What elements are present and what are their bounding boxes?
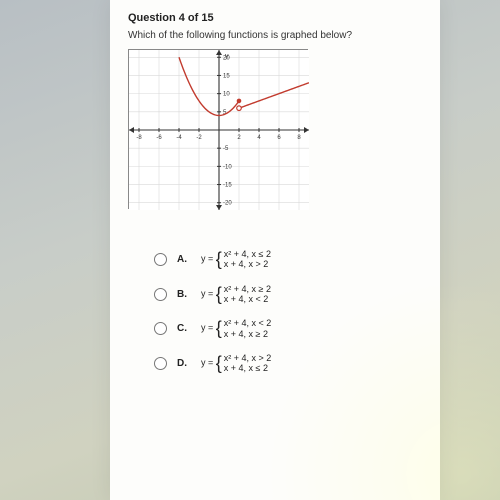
- options-list: A. y = {x² + 4, x ≤ 2x + 4, x > 2 B. y = {x…: [128, 249, 422, 374]
- svg-text:10: 10: [223, 92, 230, 98]
- svg-text:y: y: [225, 53, 229, 60]
- graph-svg: -8-6-4-22468-20-15-10-55101520y: [129, 50, 309, 210]
- radio-icon[interactable]: [154, 322, 167, 335]
- option-row[interactable]: D. y = {x² + 4, x > 2x + 4, x ≤ 2: [154, 353, 422, 374]
- radio-icon[interactable]: [154, 357, 167, 370]
- svg-text:-5: -5: [223, 146, 229, 152]
- svg-text:-8: -8: [136, 135, 142, 141]
- svg-text:-20: -20: [223, 201, 232, 207]
- option-math: y = {x² + 4, x ≤ 2x + 4, x > 2: [201, 249, 271, 270]
- option-row[interactable]: C. y = {x² + 4, x < 2x + 4, x ≥ 2: [154, 318, 422, 339]
- svg-text:-4: -4: [176, 135, 182, 141]
- question-sheet: Question 4 of 15 Which of the following …: [110, 0, 440, 500]
- question-counter: Question 4 of 15: [128, 12, 422, 24]
- option-letter: C.: [177, 323, 191, 334]
- svg-text:-6: -6: [156, 135, 162, 141]
- svg-text:15: 15: [223, 73, 230, 79]
- option-math: y = {x² + 4, x > 2x + 4, x ≤ 2: [201, 353, 271, 374]
- radio-icon[interactable]: [154, 253, 167, 266]
- svg-text:-2: -2: [196, 135, 202, 141]
- option-row[interactable]: A. y = {x² + 4, x ≤ 2x + 4, x > 2: [154, 249, 422, 270]
- option-math: y = {x² + 4, x < 2x + 4, x ≥ 2: [201, 318, 271, 339]
- option-row[interactable]: B. y = {x² + 4, x ≥ 2x + 4, x < 2: [154, 284, 422, 305]
- svg-text:-15: -15: [223, 183, 232, 189]
- option-letter: A.: [177, 254, 191, 265]
- function-graph: -8-6-4-22468-20-15-10-55101520y: [128, 49, 308, 209]
- option-letter: D.: [177, 358, 191, 369]
- radio-icon[interactable]: [154, 288, 167, 301]
- question-prompt: Which of the following functions is grap…: [128, 30, 422, 41]
- option-letter: B.: [177, 289, 191, 300]
- option-math: y = {x² + 4, x ≥ 2x + 4, x < 2: [201, 284, 271, 305]
- svg-text:-10: -10: [223, 164, 232, 170]
